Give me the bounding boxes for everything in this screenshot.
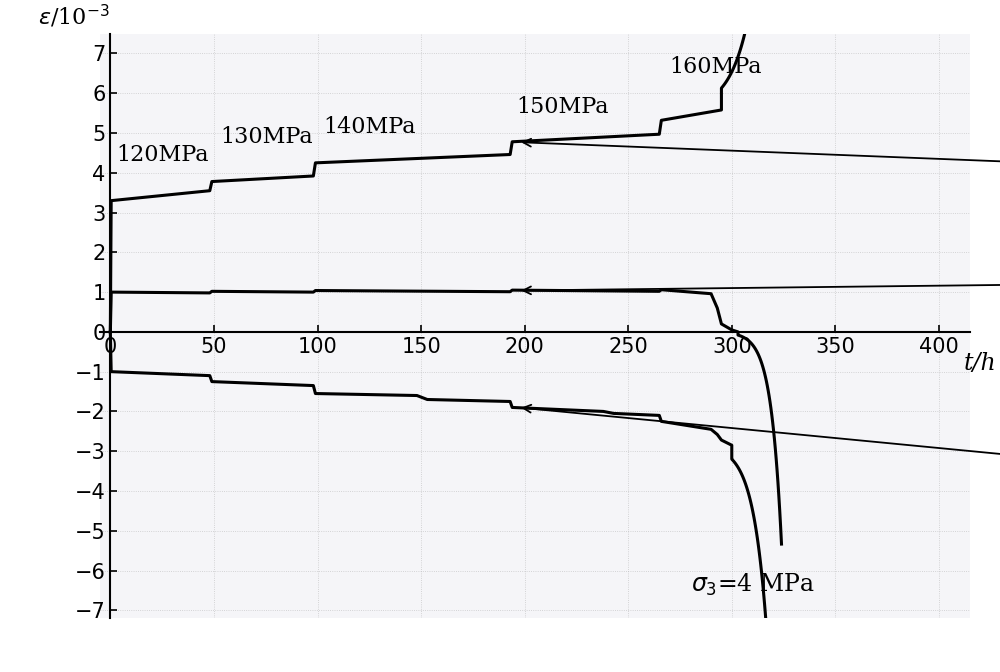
Text: t/h: t/h bbox=[964, 351, 997, 375]
Text: $\varepsilon$/10$^{-3}$: $\varepsilon$/10$^{-3}$ bbox=[38, 3, 109, 30]
Text: 130MPa: 130MPa bbox=[220, 126, 313, 148]
Text: 120MPa: 120MPa bbox=[117, 144, 209, 165]
Text: 150MPa: 150MPa bbox=[516, 96, 609, 118]
Text: $\sigma_3$=4 MPa: $\sigma_3$=4 MPa bbox=[691, 571, 814, 597]
Text: 140MPa: 140MPa bbox=[324, 116, 416, 138]
Text: 160MPa: 160MPa bbox=[670, 56, 762, 78]
